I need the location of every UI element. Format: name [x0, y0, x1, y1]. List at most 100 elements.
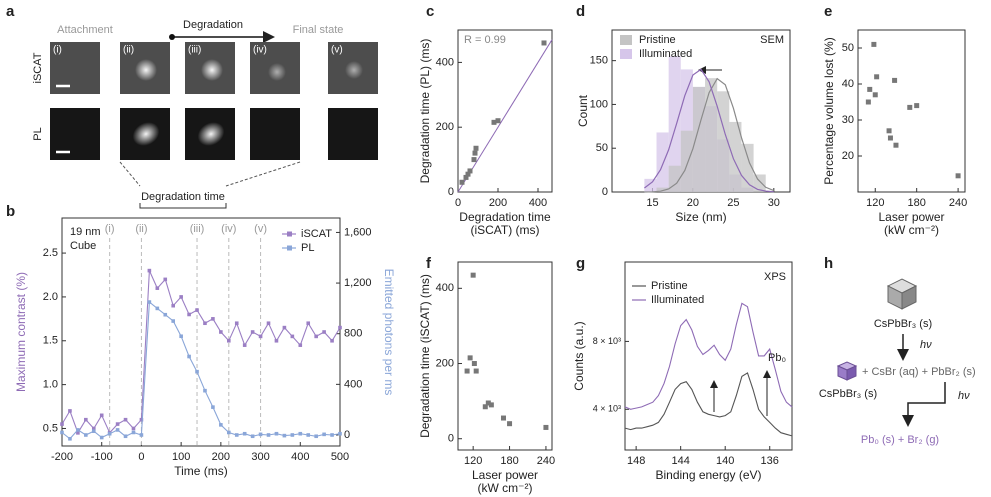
- x-tick-label: -100: [91, 451, 113, 463]
- data-point: [227, 338, 231, 343]
- series-line: [61, 270, 341, 435]
- panel-letter: f: [426, 255, 432, 272]
- hist-bar: [729, 121, 742, 192]
- data-point: [171, 303, 175, 308]
- hist-bar: [680, 130, 693, 192]
- data-point: [266, 321, 271, 326]
- plot-frame: [457, 261, 553, 451]
- data-point: [155, 286, 160, 290]
- data-point: [274, 338, 279, 343]
- x-tick-label: 180: [500, 455, 518, 467]
- data-point: [187, 312, 191, 317]
- data-point: [314, 434, 318, 439]
- hist-bar: [656, 187, 669, 192]
- data-point: [219, 330, 223, 334]
- data-point: [543, 424, 549, 430]
- data-point: [91, 429, 96, 433]
- legend-label: Pristine: [651, 280, 688, 292]
- hist-bar: [741, 143, 754, 192]
- data-point: [541, 40, 547, 46]
- data-point: [871, 41, 877, 47]
- data-point: [115, 422, 120, 426]
- data-point: [187, 354, 191, 359]
- data-point: [290, 433, 295, 437]
- data-point: [306, 321, 311, 326]
- legend-label: Pristine: [639, 34, 676, 46]
- data-point: [495, 118, 501, 124]
- data-point: [330, 338, 334, 343]
- panel-a: Attachment Degradation Final state iSCAT…: [32, 19, 378, 209]
- cube: [846, 365, 857, 381]
- data-point: [872, 92, 878, 98]
- data-point: [467, 168, 473, 174]
- y2-tick-label: 800: [344, 328, 362, 340]
- data-point: [865, 99, 871, 105]
- y2-tick-label: 1,200: [344, 277, 372, 289]
- light: hν: [958, 390, 970, 402]
- data-point: [91, 426, 96, 431]
- y-axis-label: Count: [576, 94, 590, 127]
- data-point: [68, 409, 72, 413]
- x-tick-label: 100: [172, 451, 190, 463]
- data-point: [147, 300, 152, 304]
- data-point: [123, 434, 128, 439]
- data-point: [473, 145, 479, 151]
- plot-frame: [457, 29, 553, 193]
- connector: [119, 161, 301, 187]
- x-tick-label: 200: [212, 451, 230, 463]
- species: CsPbBr₃ (s): [874, 318, 932, 330]
- data-point: [242, 431, 247, 436]
- x-tick-label: 120: [464, 455, 482, 467]
- image: [328, 108, 378, 160]
- species: Pb₀ (s) + Br₂ (g): [861, 434, 939, 446]
- y2-tick-label: 400: [344, 378, 362, 390]
- data-point: [867, 86, 873, 92]
- x-tick-label: 500: [331, 451, 349, 463]
- series-line: [624, 372, 793, 437]
- x-axis-label: Time (ms): [174, 464, 228, 478]
- data-point: [298, 431, 303, 436]
- y-tick-label: 1.5: [43, 335, 58, 347]
- hist-bar: [753, 174, 766, 192]
- y-axis-label: Degradation time (PL) (ms): [418, 39, 432, 184]
- data-point: [123, 417, 128, 422]
- bracket: [139, 203, 227, 209]
- data-point: [155, 306, 160, 311]
- fit-curve: [644, 77, 775, 193]
- fit-curve: [644, 68, 774, 193]
- x-axis-label: Binding energy (eV): [655, 468, 761, 482]
- data-point: [163, 312, 168, 317]
- row-label: iSCAT: [32, 52, 44, 83]
- panel-letter: h: [824, 255, 833, 272]
- spot: [268, 63, 286, 81]
- x-axis-label: Degradation time: [459, 210, 551, 224]
- data-point: [211, 317, 215, 321]
- data-point: [892, 77, 898, 83]
- x-axis-label: (kW cm⁻²): [478, 481, 533, 495]
- data-point: [464, 368, 470, 374]
- frame-label: (v): [331, 45, 343, 56]
- series-line: [624, 302, 793, 410]
- legend-label: Illuminated: [639, 48, 692, 60]
- data-point: [472, 150, 478, 156]
- reaction-arrow: [902, 382, 946, 427]
- species: + CsBr (aq) + PbBr₂ (s): [862, 366, 976, 378]
- data-point: [282, 433, 287, 438]
- y-tick-label: 400: [436, 56, 454, 68]
- data-point: [338, 325, 342, 330]
- image: [250, 108, 300, 160]
- data-point: [266, 433, 271, 437]
- data-point: [471, 361, 477, 367]
- data-point: [290, 334, 295, 339]
- x-axis-label: Size (nm): [675, 210, 726, 224]
- annotation: SEM: [760, 34, 784, 46]
- bracket-label: Degradation time: [141, 191, 225, 203]
- y-tick-label: 40: [842, 78, 854, 90]
- y2-axis-label: Emitted photons per ms: [382, 269, 396, 396]
- y-tick-label: 20: [842, 150, 854, 162]
- y-axis-label: Counts (a.u.): [572, 321, 586, 390]
- y-tick-label: 200: [436, 121, 454, 133]
- panel-letter: g: [576, 255, 585, 272]
- data-point: [465, 171, 471, 177]
- panel-letter: b: [6, 203, 15, 220]
